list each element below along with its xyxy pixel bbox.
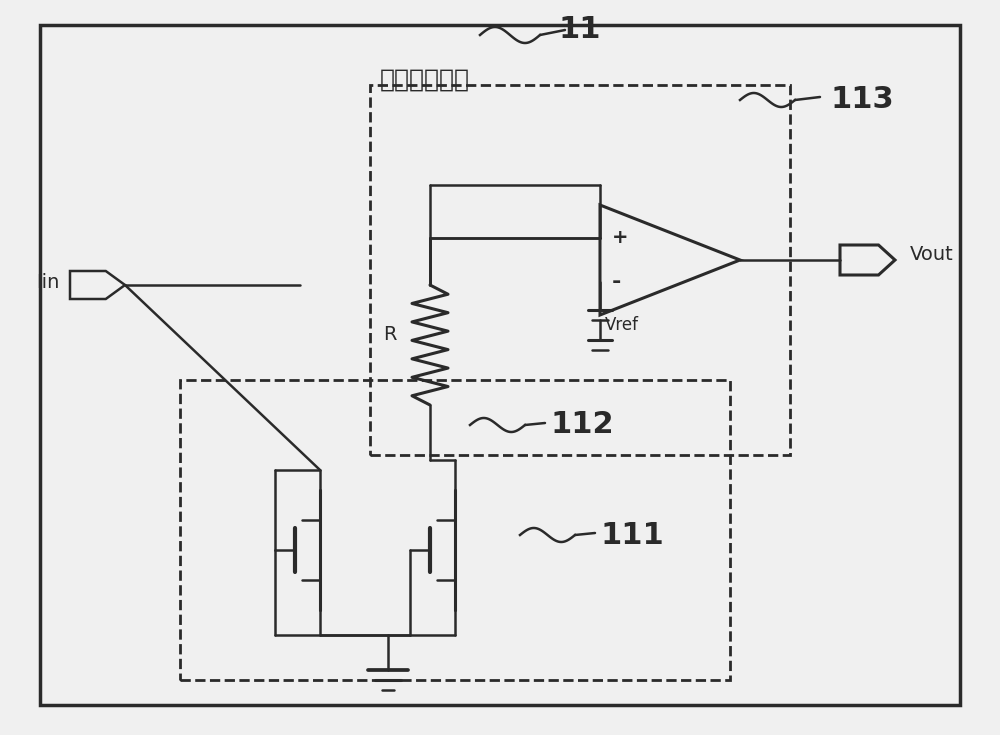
Text: Vout: Vout	[910, 245, 954, 265]
Text: -: -	[612, 272, 621, 292]
Text: 112: 112	[550, 411, 614, 440]
Bar	[180, 380, 730, 680]
Bar	[370, 85, 790, 455]
Text: 111: 111	[600, 520, 664, 550]
Text: +: +	[612, 229, 629, 248]
Text: 113: 113	[830, 85, 894, 115]
Text: 11: 11	[559, 15, 601, 45]
Text: Vref: Vref	[605, 316, 639, 334]
Text: 电流敏感模块: 电流敏感模块	[380, 68, 470, 92]
Text: Iin: Iin	[37, 273, 60, 293]
Text: R: R	[383, 326, 397, 345]
